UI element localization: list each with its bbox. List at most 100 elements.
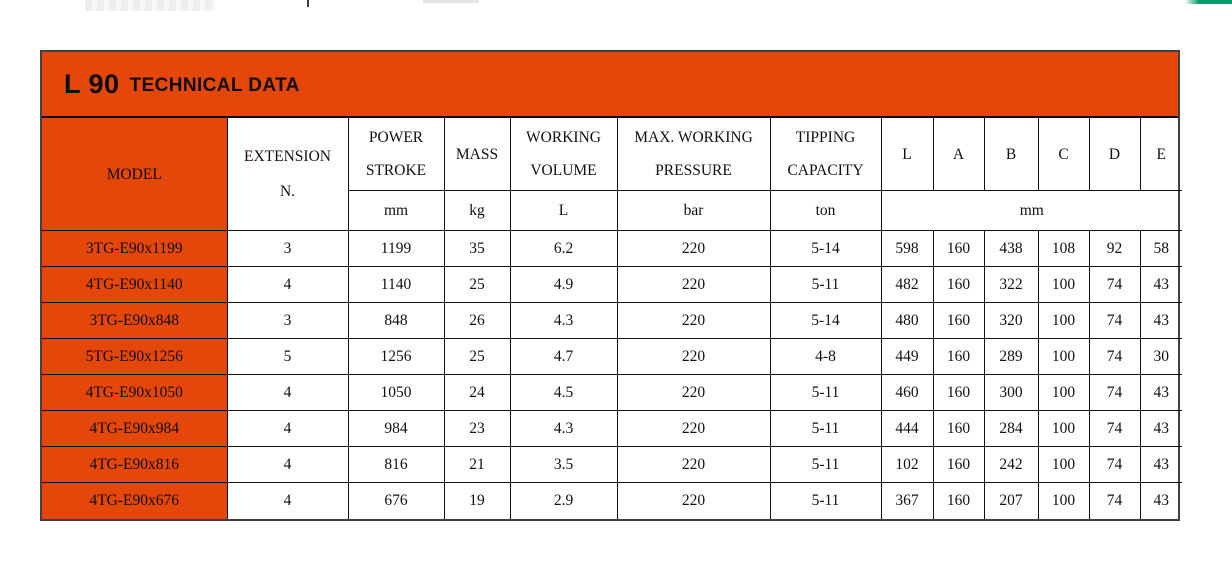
cell-max_pressure: 220 xyxy=(616,482,771,519)
cell-d: 92 xyxy=(1088,230,1141,267)
cell-extension: 4 xyxy=(226,446,349,483)
header-model: MODEL xyxy=(42,118,228,231)
cell-e: 43 xyxy=(1139,482,1182,519)
table-row: 4TG-E90x1050 4 1050 24 4.5 220 5-11 460 160 300 10… xyxy=(42,374,1182,411)
unit-max-working-pressure: bar xyxy=(616,190,771,231)
cell-a: 160 xyxy=(932,446,985,483)
cell-mass: 25 xyxy=(443,266,511,303)
cell-model: 4TG-E90x984 xyxy=(42,410,228,447)
cell-working_volume: 6.2 xyxy=(509,230,618,267)
cell-d: 74 xyxy=(1088,410,1141,447)
cell-mass: 25 xyxy=(443,338,511,375)
cell-mass: 19 xyxy=(443,482,511,519)
cell-power_stroke: 1199 xyxy=(347,230,445,267)
series-title: L 90 xyxy=(64,68,120,99)
cell-l: 598 xyxy=(880,230,934,267)
cell-power_stroke: 984 xyxy=(347,410,445,447)
unit-power-stroke: mm xyxy=(348,190,445,231)
header-dim-l: L xyxy=(880,118,934,191)
cell-a: 160 xyxy=(932,338,985,375)
cell-tipping_capacity: 5-14 xyxy=(769,230,882,267)
cell-max_pressure: 220 xyxy=(616,338,771,375)
cell-a: 160 xyxy=(932,302,985,339)
cell-b: 322 xyxy=(983,266,1039,303)
cell-model: 3TG-E90x848 xyxy=(42,302,228,339)
cell-max_pressure: 220 xyxy=(616,266,771,303)
cell-b: 284 xyxy=(983,410,1039,447)
cell-model: 5TG-E90x1256 xyxy=(42,338,228,375)
cell-c: 100 xyxy=(1037,266,1090,303)
cell-c: 100 xyxy=(1037,338,1090,375)
table-row: 5TG-E90x1256 5 1256 25 4.7 220 4-8 449 160 289 100… xyxy=(42,338,1182,375)
cell-a: 160 xyxy=(932,266,985,303)
cell-max_pressure: 220 xyxy=(616,374,771,411)
table-row: 4TG-E90x816 4 816 21 3.5 220 5-11 102 160 242 100 7… xyxy=(42,446,1182,483)
cell-extension: 4 xyxy=(226,266,349,303)
cell-e: 43 xyxy=(1139,266,1182,303)
unit-mass: kg xyxy=(443,190,511,231)
cell-extension: 3 xyxy=(226,302,349,339)
cell-e: 43 xyxy=(1139,410,1182,447)
cell-working_volume: 4.5 xyxy=(509,374,618,411)
cell-d: 74 xyxy=(1088,482,1141,519)
cell-c: 108 xyxy=(1037,230,1090,267)
cell-max_pressure: 220 xyxy=(616,410,771,447)
cell-e: 43 xyxy=(1139,302,1182,339)
table-row: 3TG-E90x1199 3 1199 35 6.2 220 5-14 598 160 438 10… xyxy=(42,230,1182,267)
cell-tipping_capacity: 5-11 xyxy=(769,410,882,447)
cell-l: 367 xyxy=(880,482,934,519)
title-subtitle: TECHNICAL DATA xyxy=(129,74,300,96)
cell-b: 289 xyxy=(983,338,1039,375)
cell-power_stroke: 1140 xyxy=(347,266,445,303)
cell-working_volume: 4.3 xyxy=(509,410,618,447)
table-row: 4TG-E90x984 4 984 23 4.3 220 5-11 444 160 284 100 7… xyxy=(42,410,1182,447)
header-max-working-pressure: MAX. WORKING PRESSURE xyxy=(616,118,771,191)
cell-d: 74 xyxy=(1088,446,1141,483)
cell-c: 100 xyxy=(1037,302,1090,339)
header-mass: MASS xyxy=(443,118,511,191)
cell-c: 100 xyxy=(1037,374,1090,411)
cell-a: 160 xyxy=(932,374,985,411)
cell-max_pressure: 220 xyxy=(616,446,771,483)
cell-c: 100 xyxy=(1037,410,1090,447)
header-dim-e: E xyxy=(1139,118,1182,191)
cell-working_volume: 3.5 xyxy=(509,446,618,483)
cell-l: 482 xyxy=(880,266,934,303)
cell-a: 160 xyxy=(932,230,985,267)
header-power-stroke: POWER STROKE xyxy=(347,118,445,191)
cell-e: 58 xyxy=(1139,230,1182,267)
header-extension-line2: N. xyxy=(279,183,296,200)
cell-tipping_capacity: 5-11 xyxy=(769,446,882,483)
cell-working_volume: 2.9 xyxy=(509,482,618,519)
header-working-volume: WORKING VOLUME xyxy=(509,118,618,191)
cell-e: 43 xyxy=(1139,374,1182,411)
header-extension-line1: EXTENSION xyxy=(244,148,331,165)
cell-l: 460 xyxy=(880,374,934,411)
cell-power_stroke: 816 xyxy=(347,446,445,483)
cell-l: 449 xyxy=(880,338,934,375)
cell-extension: 5 xyxy=(226,338,349,375)
cell-mass: 24 xyxy=(443,374,511,411)
cell-extension: 4 xyxy=(226,374,349,411)
cropped-previous-content xyxy=(85,0,215,11)
cell-extension: 4 xyxy=(226,482,349,519)
cell-d: 74 xyxy=(1088,302,1141,339)
cell-b: 438 xyxy=(983,230,1039,267)
cell-power_stroke: 848 xyxy=(347,302,445,339)
cell-l: 480 xyxy=(880,302,934,339)
cell-tipping_capacity: 4-8 xyxy=(769,338,882,375)
cell-a: 160 xyxy=(932,410,985,447)
header-extension-n: EXTENSION N. xyxy=(226,118,349,231)
table-row: 4TG-E90x676 4 676 19 2.9 220 5-11 367 160 207 100 7… xyxy=(42,482,1182,519)
header-dim-a: A xyxy=(932,118,985,191)
cell-max_pressure: 220 xyxy=(616,230,771,267)
cell-mass: 21 xyxy=(443,446,511,483)
cell-tipping_capacity: 5-11 xyxy=(769,482,882,519)
cell-b: 242 xyxy=(983,446,1039,483)
cell-extension: 4 xyxy=(226,410,349,447)
unit-tipping-capacity: ton xyxy=(769,190,882,231)
cell-a: 160 xyxy=(932,482,985,519)
cell-d: 74 xyxy=(1088,266,1141,303)
cell-power_stroke: 1050 xyxy=(347,374,445,411)
cell-d: 74 xyxy=(1088,374,1141,411)
